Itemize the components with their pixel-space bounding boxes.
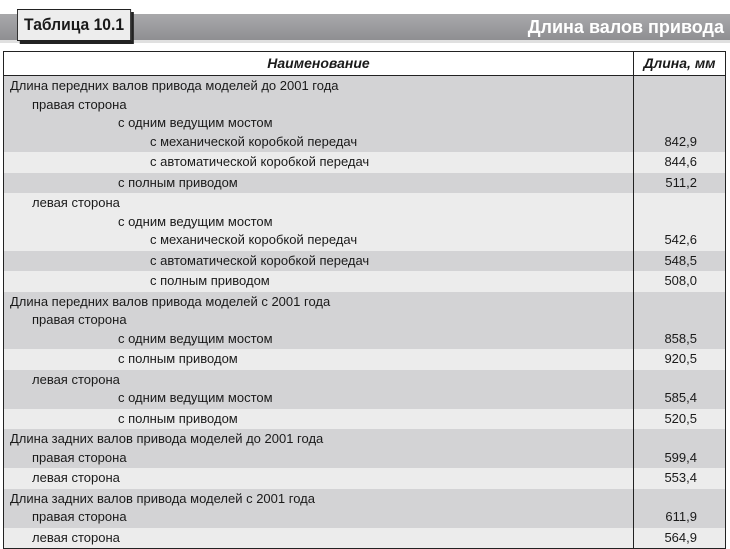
row-length-value: 542,6: [664, 232, 697, 247]
title-bar-underline: [0, 40, 730, 43]
row-label: с автоматической коробкой передач: [150, 252, 370, 268]
row-label: с полным приводом: [118, 410, 238, 426]
table-header: Наименование Длина, мм: [4, 52, 725, 76]
table-row: с полным приводом 520,5: [4, 408, 725, 429]
column-header-length: Длина, мм: [643, 55, 716, 71]
row-length-value: 508,0: [664, 273, 697, 288]
row-length-value: 585,4: [664, 390, 697, 405]
row-name-cell: с полным приводом: [4, 349, 634, 370]
table-row: с полным приводом 508,0: [4, 271, 725, 292]
row-name-cell: Длина передних валов привода моделей до …: [4, 76, 634, 152]
shaft-length-table: Наименование Длина, мм Длина передних ва…: [3, 51, 726, 549]
row-name-cell: Длина передних валов привода моделей с 2…: [4, 291, 634, 349]
row-label: с одним ведущим мостом: [118, 390, 273, 405]
row-label: с одним ведущим мостом: [118, 115, 273, 130]
row-name-cell: левая сторона с одним ведущим мостом с мех…: [4, 193, 634, 251]
row-length-value: 842,9: [664, 133, 697, 149]
table-row: Длина передних валов привода моделей до …: [4, 76, 725, 152]
table-row: левая сторона 564,9: [4, 527, 725, 548]
row-length-value: 520,5: [664, 410, 697, 426]
row-label: Длина передних валов привода моделей до …: [10, 78, 339, 93]
row-name-cell: с автоматической коробкой передач: [4, 250, 634, 271]
row-label: с механической коробкой передач: [150, 232, 358, 247]
table-number-tag: Таблица 10.1: [17, 9, 132, 41]
row-length-value: 564,9: [664, 529, 697, 545]
row-label: с одним ведущим мостом: [118, 213, 273, 229]
row-label: правая сторона: [32, 449, 127, 465]
table-row: Длина передних валов привода моделей с 2…: [4, 291, 725, 349]
table-row: левая сторона с одним ведущим мостом с мех…: [4, 193, 725, 251]
row-name-cell: левая сторона: [4, 468, 634, 489]
row-name-cell: Длина задних валов привода моделей до 20…: [4, 429, 634, 468]
row-length-value: 920,5: [664, 351, 697, 366]
row-name-cell: с полным приводом: [4, 408, 634, 429]
row-length-value: 611,9: [665, 509, 697, 524]
column-header-name: Наименование: [4, 52, 634, 75]
row-name-cell: Длина задних валов привода моделей с 200…: [4, 488, 634, 528]
table-row: с полным приводом 511,2: [4, 172, 725, 193]
row-name-cell: левая сторона: [4, 527, 634, 548]
row-name-cell: с автоматической коробкой передач: [4, 152, 634, 173]
row-label: с полным приводом: [118, 174, 238, 190]
table-row: Длина задних валов привода моделей до 20…: [4, 429, 725, 468]
row-label: с автоматической коробкой передач: [150, 154, 370, 169]
row-name-cell: с полным приводом: [4, 271, 634, 292]
row-label: с механической коробкой передач: [150, 133, 358, 149]
row-label: левая сторона: [32, 470, 120, 485]
table-row: левая сторона 553,4: [4, 468, 725, 489]
row-label: левая сторона: [32, 529, 120, 545]
row-label: Длина задних валов привода моделей с 200…: [10, 490, 315, 506]
row-label: Длина задних валов привода моделей до 20…: [10, 431, 324, 446]
table-row: Длина задних валов привода моделей с 200…: [4, 488, 725, 528]
table-row: с автоматической коробкой передач 844,6: [4, 152, 725, 173]
row-length-value: 511,2: [665, 174, 697, 190]
row-label: с одним ведущим мостом: [118, 330, 273, 346]
row-name-cell: с полным приводом: [4, 172, 634, 193]
row-label: левая сторона: [32, 195, 120, 210]
row-name-cell: левая сторона с одним ведущим мостом: [4, 369, 634, 409]
row-length-value: 858,5: [664, 330, 697, 346]
table-row: с полным приводом 920,5: [4, 349, 725, 370]
table-row: с автоматической коробкой передач 548,5: [4, 250, 725, 271]
row-label: правая сторона: [32, 509, 127, 524]
row-label: левая сторона: [32, 371, 120, 387]
row-label: правая сторона: [32, 312, 127, 327]
row-label: с полным приводом: [118, 351, 238, 366]
table-row: левая сторона с одним ведущим мостом 585,4: [4, 369, 725, 409]
table-title: Длина валов привода: [527, 17, 724, 37]
row-length-value: 548,5: [664, 252, 697, 268]
row-length-value: 599,4: [664, 449, 697, 465]
table-body: Длина передних валов привода моделей до …: [4, 76, 725, 548]
row-label: с полным приводом: [150, 273, 270, 288]
row-length-value: 553,4: [664, 470, 697, 485]
row-length-value: 844,6: [664, 154, 697, 169]
row-label: правая сторона: [32, 96, 127, 112]
row-label: Длина передних валов привода моделей с 2…: [10, 293, 331, 309]
